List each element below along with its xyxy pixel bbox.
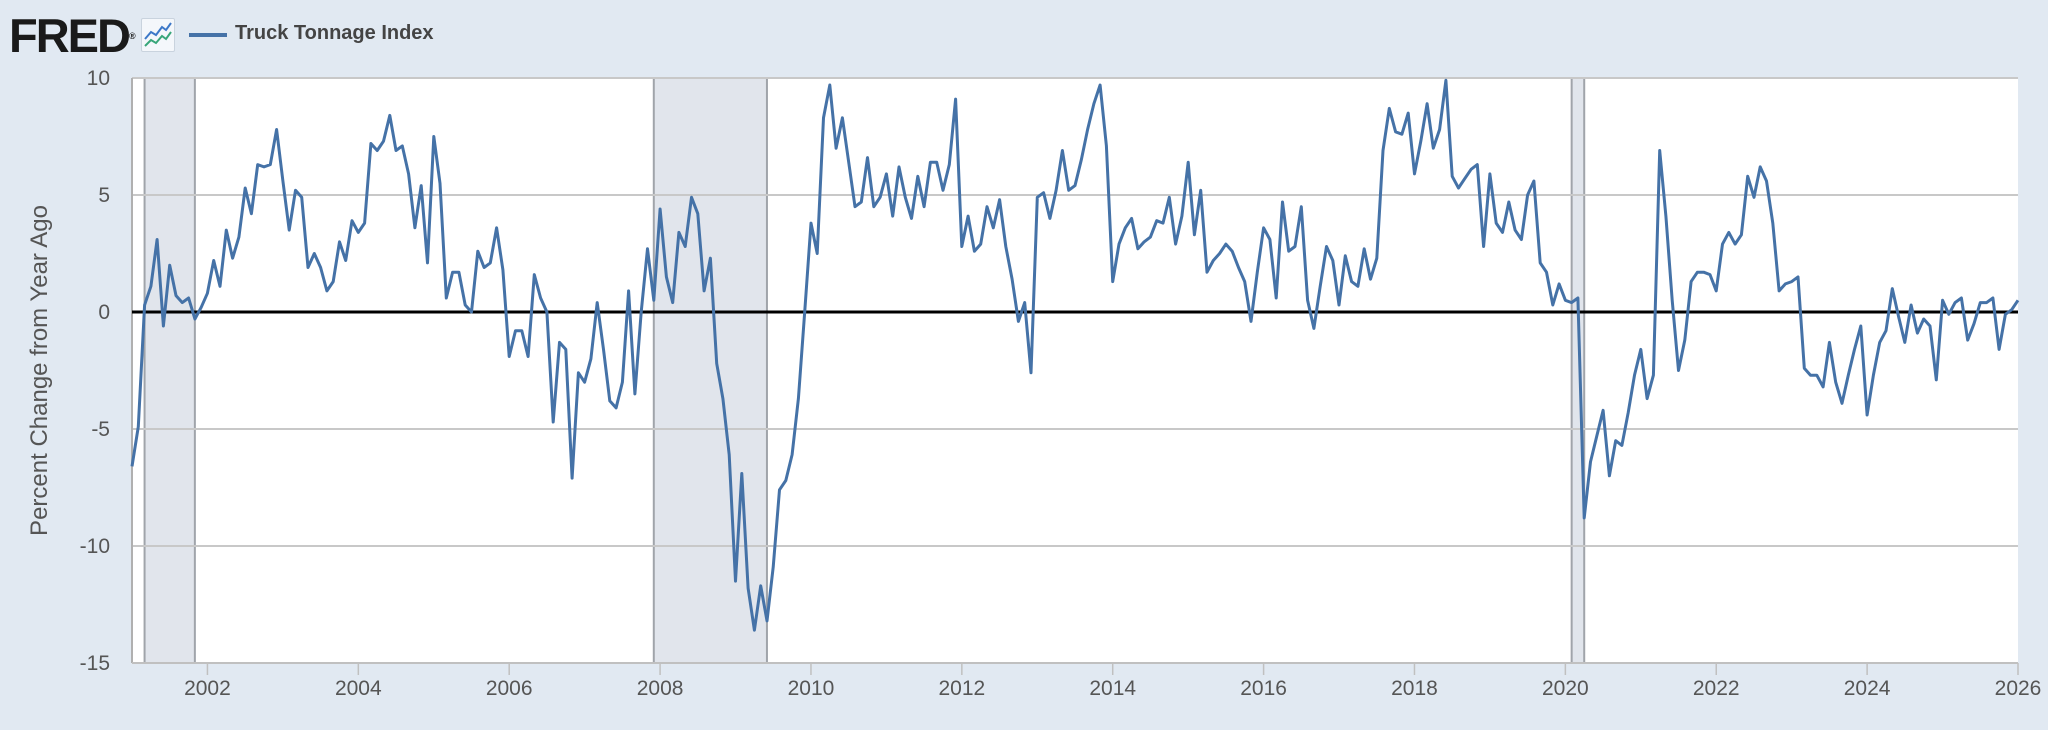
plot-area [132, 78, 2018, 663]
fred-logo-text: FRED [9, 9, 131, 62]
y-axis-title: Percent Change from Year Ago [26, 205, 53, 536]
chart-header: FRED® Truck Tonnage Index [0, 0, 2048, 70]
fred-logo[interactable]: FRED® [9, 10, 136, 62]
recession-band [653, 78, 767, 663]
x-tick-label: 2014 [1089, 677, 1136, 700]
series-line-truck-tonnage [130, 78, 2020, 632]
y-tick-label: 10 [87, 67, 110, 90]
recession-band [1571, 78, 1585, 663]
y-tick-label: 5 [98, 184, 110, 207]
x-tick-label: 2006 [486, 677, 533, 700]
legend-swatch [189, 33, 227, 37]
line-chart-icon[interactable] [141, 18, 175, 52]
registered-mark: ® [128, 31, 136, 41]
x-tick-label: 2024 [1844, 677, 1891, 700]
x-tick-label: 2010 [788, 677, 835, 700]
recession-band [144, 78, 195, 663]
y-tick-label: 0 [98, 301, 110, 324]
x-tick-label: 2020 [1542, 677, 1589, 700]
legend-label: Truck Tonnage Index [235, 22, 434, 44]
x-tick-label: 2004 [335, 677, 382, 700]
x-tick-label: 2022 [1693, 677, 1740, 700]
y-tick-label: -15 [80, 652, 110, 675]
x-tick-label: 2026 [1995, 677, 2042, 700]
recession-bands [143, 78, 1586, 663]
x-axis-ticks: 2002 2004 2006 2008 2010 2012 2014 2016 2018 2020… [184, 663, 2041, 700]
y-axis-ticks: 10 5 0 -5 -10 -15 [80, 67, 110, 675]
x-tick-label: 2008 [637, 677, 684, 700]
x-tick-label: 2002 [184, 677, 231, 700]
gridlines [131, 77, 2018, 664]
x-tick-label: 2012 [938, 677, 985, 700]
y-tick-label: -10 [80, 535, 110, 558]
x-tick-label: 2016 [1240, 677, 1287, 700]
x-tick-label: 2018 [1391, 677, 1438, 700]
y-tick-label: -5 [91, 418, 110, 441]
